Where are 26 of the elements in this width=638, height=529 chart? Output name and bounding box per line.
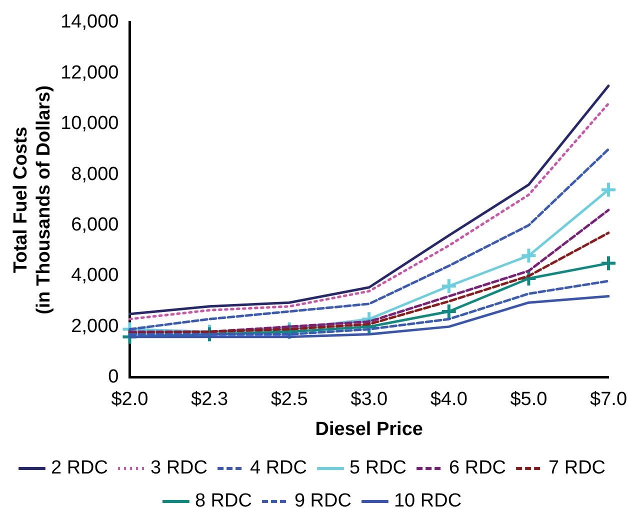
legend-label: 6 RDC [449,458,506,479]
legend-label: 4 RDC [250,458,308,479]
x-tick-label: $3.0 [350,389,388,410]
y-tick-label: 10,000 [60,113,119,134]
x-tick-label: $5.0 [510,389,548,410]
legend-label: 2 RDC [50,458,108,479]
y-tick-label: 12,000 [60,62,119,84]
y-tick-label: 8,000 [71,164,119,185]
legend-label: 3 RDC [150,458,208,479]
y-tick-label: 4,000 [71,265,119,286]
y-tick-label: 0 [108,366,119,388]
legend-label: 5 RDC [350,458,407,479]
x-tick-label: $4.0 [430,389,468,410]
legend-label: 9 RDC [294,490,352,512]
y-tick-label: 2,000 [71,316,119,337]
x-tick-label: $7.0 [590,389,627,410]
y-axis-title: Total Fuel Costs (in Thousands of Dollars) [10,85,54,314]
legend-label: 10 RDC [394,490,462,512]
x-tick-label: $2.5 [270,389,308,410]
y-tick-label: 14,000 [60,12,119,33]
x-tick-label: $2.0 [111,389,148,410]
y-tick-label: 6,000 [71,214,119,236]
legend-label: 8 RDC [194,490,252,512]
x-tick-label: $2.3 [191,389,228,410]
legend-label: 7 RDC [548,458,606,479]
x-axis-title: Diesel Price [315,418,423,440]
